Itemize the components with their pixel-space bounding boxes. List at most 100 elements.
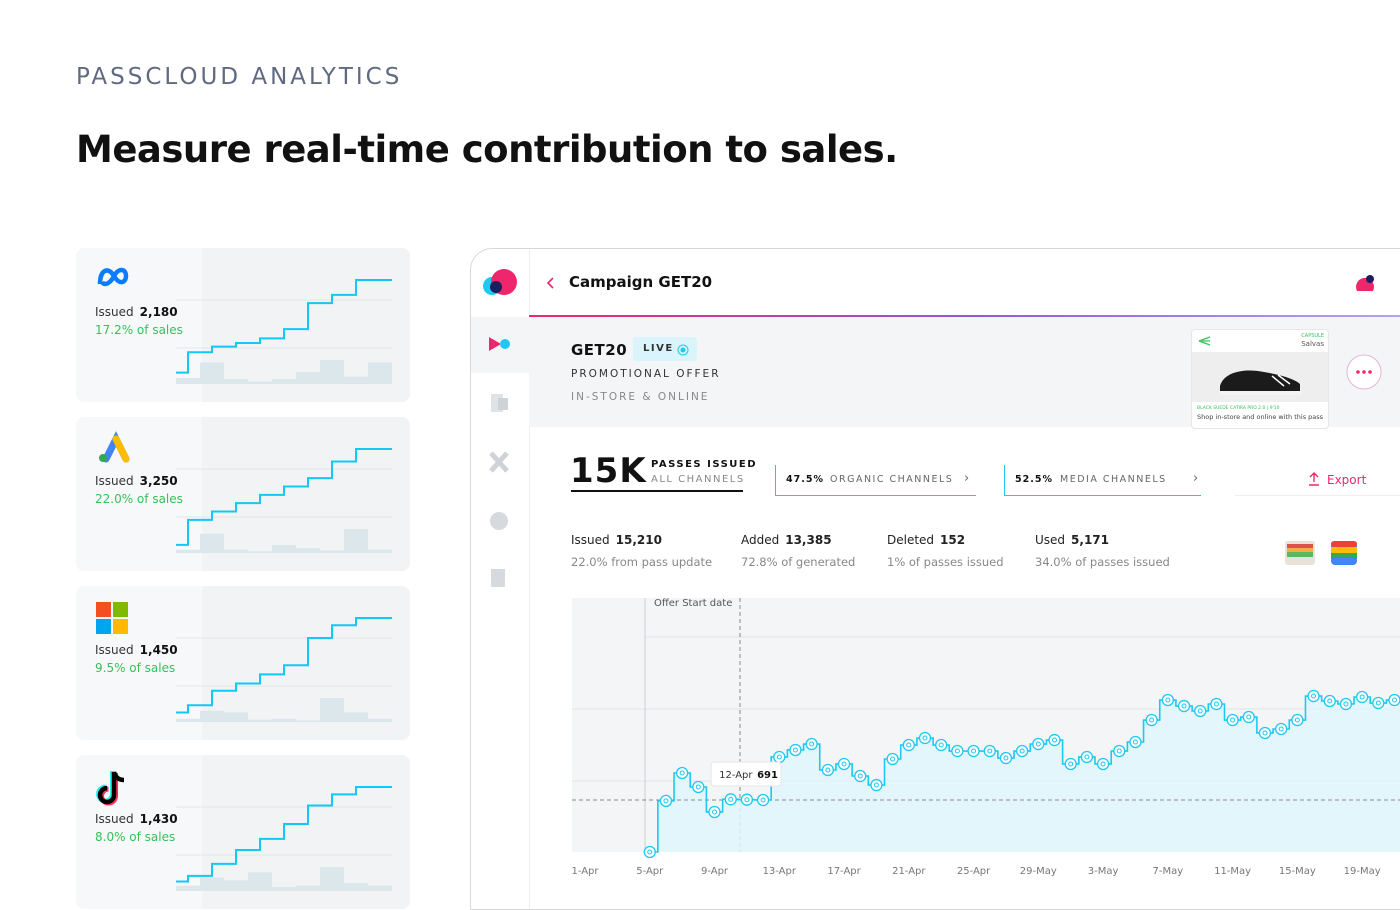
status-icon <box>677 344 689 356</box>
point <box>1096 757 1110 771</box>
tooltip-date: 12-Apr <box>719 770 753 781</box>
media-label: MEDIA CHANNELS <box>1060 474 1167 485</box>
sparkline <box>96 602 392 722</box>
point <box>967 744 980 758</box>
organic-share: 47.5% <box>786 474 824 485</box>
point <box>837 757 851 771</box>
point <box>1275 722 1288 736</box>
point <box>789 743 802 757</box>
icon[interactable] <box>490 512 508 530</box>
point <box>854 769 867 783</box>
point-core <box>825 767 831 773</box>
bar <box>296 548 320 553</box>
channel-card: Issued 1,450 9.5% of sales <box>76 586 410 740</box>
icon[interactable] <box>489 451 509 473</box>
point-core <box>647 849 653 855</box>
bar <box>296 885 320 891</box>
bar <box>272 379 296 384</box>
organic-tab[interactable] <box>775 465 976 496</box>
eyebrow: PASSCLOUD ANALYTICS <box>76 64 403 90</box>
back-button[interactable] <box>541 273 561 293</box>
metric-note: 1% of passes issued <box>887 555 1004 569</box>
bar <box>272 718 296 722</box>
status: LIVE <box>643 343 674 354</box>
x-tick-label: 7-May <box>1153 866 1184 877</box>
sidebar <box>471 249 530 909</box>
point <box>724 793 737 806</box>
bar <box>200 362 224 384</box>
point-core <box>728 796 734 802</box>
point <box>708 805 721 819</box>
bar <box>296 372 320 384</box>
divider <box>529 315 1400 317</box>
issued-value: 1,430 <box>139 812 178 826</box>
point <box>773 750 786 764</box>
x-tick-label: 25-Apr <box>957 866 991 877</box>
bar <box>344 712 368 722</box>
point-core <box>922 735 928 741</box>
sales-share: 9.5% of sales <box>95 661 176 675</box>
point-core <box>1246 714 1252 720</box>
channel-card: Issued 2,180 17.2% of sales <box>76 248 410 402</box>
export-button[interactable]: Export <box>1327 473 1367 487</box>
pass-logo <box>1198 336 1211 346</box>
bar <box>320 698 344 722</box>
export-icon[interactable] <box>1307 471 1321 487</box>
x-tick-label: 21-Apr <box>892 866 926 877</box>
sparkline <box>97 267 392 384</box>
campaign-code: GET20 <box>571 341 628 359</box>
icon[interactable] <box>498 398 508 410</box>
metric: Issued 15,210 <box>571 533 662 547</box>
icon[interactable] <box>489 337 501 351</box>
icon[interactable] <box>500 339 510 349</box>
step-line <box>176 786 392 883</box>
bar <box>248 551 272 553</box>
bar <box>368 718 392 722</box>
issued-text: Issued <box>95 474 134 488</box>
channel-logo <box>96 602 128 634</box>
issued-label: Issued 1,450 <box>95 643 178 657</box>
point <box>1388 693 1400 707</box>
area <box>649 696 1400 852</box>
metric-value: 5,171 <box>1071 533 1110 547</box>
point-core <box>987 748 993 754</box>
more-button[interactable] <box>1345 353 1383 391</box>
bar <box>176 885 200 891</box>
sales-share: 22.0% of sales <box>95 492 183 506</box>
point <box>935 738 948 752</box>
icon[interactable] <box>491 569 505 587</box>
point-core <box>1084 754 1090 760</box>
bar <box>344 529 368 553</box>
point-core <box>1392 697 1397 703</box>
avatar[interactable] <box>1353 271 1379 297</box>
point-core <box>1100 761 1106 767</box>
point-core <box>1003 755 1009 761</box>
active-item[interactable] <box>471 317 529 373</box>
point <box>675 766 689 780</box>
point <box>999 751 1013 765</box>
point-core <box>695 784 701 790</box>
point <box>1064 757 1077 771</box>
point-core <box>1375 700 1381 706</box>
x-tick-label: 11-May <box>1214 866 1251 877</box>
point-core <box>712 809 718 815</box>
metric-note: 72.8% of generated <box>741 555 856 569</box>
sidebar-icons <box>471 269 529 587</box>
metric-label: Used <box>1035 533 1066 547</box>
point-core <box>776 754 782 760</box>
point-core <box>1052 737 1058 743</box>
point <box>659 794 673 807</box>
media-tab[interactable] <box>1004 465 1201 496</box>
point <box>1323 694 1336 708</box>
point-core <box>1262 730 1268 736</box>
point-core <box>1068 761 1074 767</box>
bar <box>176 378 200 384</box>
wallet-icons <box>1285 541 1357 565</box>
point-core <box>1230 717 1236 723</box>
x-tick-label: 1-Apr <box>571 866 599 877</box>
issued-label: Issued 2,180 <box>95 305 178 319</box>
bar <box>200 710 224 722</box>
export-underline <box>1235 495 1400 496</box>
x-tick-label: 29-May <box>1020 866 1057 877</box>
